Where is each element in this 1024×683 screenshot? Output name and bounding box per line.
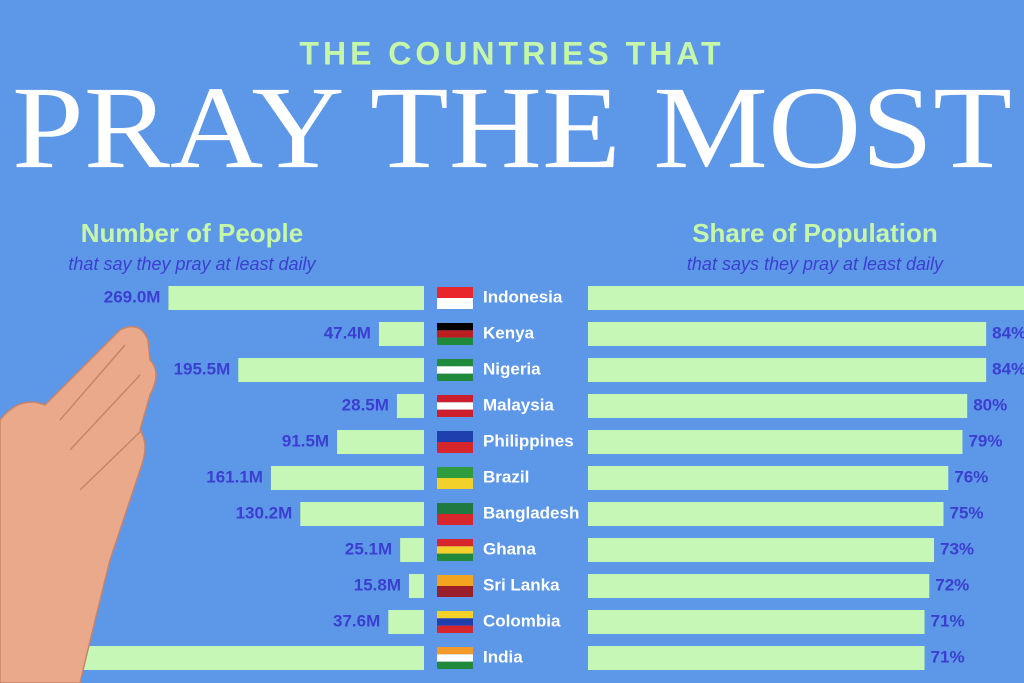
bar: [588, 610, 925, 634]
value-label: 15.8M: [354, 575, 401, 594]
flag-stripe: [437, 553, 473, 561]
category-label: Malaysia: [483, 395, 554, 414]
value-label: 91.5M: [282, 431, 329, 450]
category-label: Nigeria: [483, 359, 541, 378]
bar: [300, 502, 424, 526]
flag-stripe: [437, 546, 473, 554]
flag-stripe: [437, 575, 473, 586]
category-label: Brazil: [483, 467, 529, 486]
category-label: Kenya: [483, 323, 535, 342]
value-label: 37.6M: [333, 611, 380, 630]
bar: [588, 574, 930, 598]
flag-stripe: [437, 373, 473, 381]
flag-stripe: [437, 654, 473, 662]
bar: [378, 322, 424, 346]
flag-stripe: [437, 661, 473, 669]
value-label: 84%: [992, 359, 1024, 378]
value-label: 130.2M: [236, 503, 293, 522]
bar: [588, 466, 949, 490]
value-label: 161.1M: [206, 467, 263, 486]
bar: [400, 538, 424, 562]
bar: [588, 322, 987, 346]
bar: [270, 466, 424, 490]
flag-stripe: [437, 359, 473, 367]
left-header: Number of People: [81, 218, 303, 248]
value-label: 269.0M: [104, 287, 161, 306]
bar: [238, 358, 424, 382]
main-title: PRAY THE MOST: [12, 62, 1012, 193]
bar: [588, 646, 925, 670]
value-label: 71%: [931, 647, 965, 666]
right-subtitle: that says they pray at least daily: [687, 254, 944, 274]
category-label: Philippines: [483, 431, 574, 450]
value-label: 76%: [954, 467, 988, 486]
flag-stripe: [437, 467, 473, 478]
flag-stripe: [437, 298, 473, 309]
bar: [588, 502, 944, 526]
category-label: Indonesia: [483, 287, 563, 306]
category-label: Bangladesh: [483, 503, 579, 522]
flag-stripe: [437, 586, 473, 597]
bar: [396, 394, 424, 418]
value-label: 80%: [973, 395, 1007, 414]
flag-stripe: [437, 395, 473, 403]
flag-stripe: [437, 442, 473, 453]
flag-stripe: [437, 503, 473, 514]
value-label: 47.4M: [324, 323, 371, 342]
right-header: Share of Population: [692, 218, 938, 248]
flag-stripe: [437, 539, 473, 547]
bar: [588, 538, 935, 562]
flag-stripe: [437, 647, 473, 655]
bar: [588, 394, 968, 418]
flag-stripe: [437, 330, 473, 338]
flag-stripe: [437, 287, 473, 298]
bar: [168, 286, 424, 310]
category-label: India: [483, 647, 523, 666]
bar: [337, 430, 424, 454]
hands: [0, 325, 157, 683]
value-label: 75%: [950, 503, 984, 522]
value-label: 28.5M: [342, 395, 389, 414]
value-label: 73%: [940, 539, 974, 558]
flag-stripe: [437, 366, 473, 374]
bar: [408, 574, 424, 598]
value-label: 79%: [968, 431, 1002, 450]
bar: [588, 358, 987, 382]
bar: [388, 610, 424, 634]
flag-stripe: [437, 337, 473, 345]
category-label: Colombia: [483, 611, 561, 630]
flag-stripe: [437, 431, 473, 442]
flag-stripe: [437, 625, 473, 633]
flag-stripe: [437, 618, 473, 626]
left-subtitle: that say they pray at least daily: [68, 254, 316, 274]
flag-stripe: [437, 478, 473, 489]
flag-stripe: [437, 611, 473, 619]
flag-stripe: [437, 409, 473, 417]
finger-lines: [59, 344, 143, 491]
flag-stripe: [437, 402, 473, 410]
value-label: 72%: [935, 575, 969, 594]
value-label: 195.5M: [174, 359, 231, 378]
category-label: Sri Lanka: [483, 575, 560, 594]
value-label: 84%: [992, 323, 1024, 342]
flag-stripe: [437, 323, 473, 331]
value-label: 25.1M: [345, 539, 392, 558]
bar: [588, 430, 963, 454]
flag-stripe: [437, 514, 473, 525]
category-label: Ghana: [483, 539, 536, 558]
hand: [0, 325, 157, 683]
kicker: THE COUNTRIES THAT: [299, 35, 724, 71]
bar: [588, 286, 1024, 310]
value-label: 71%: [931, 611, 965, 630]
